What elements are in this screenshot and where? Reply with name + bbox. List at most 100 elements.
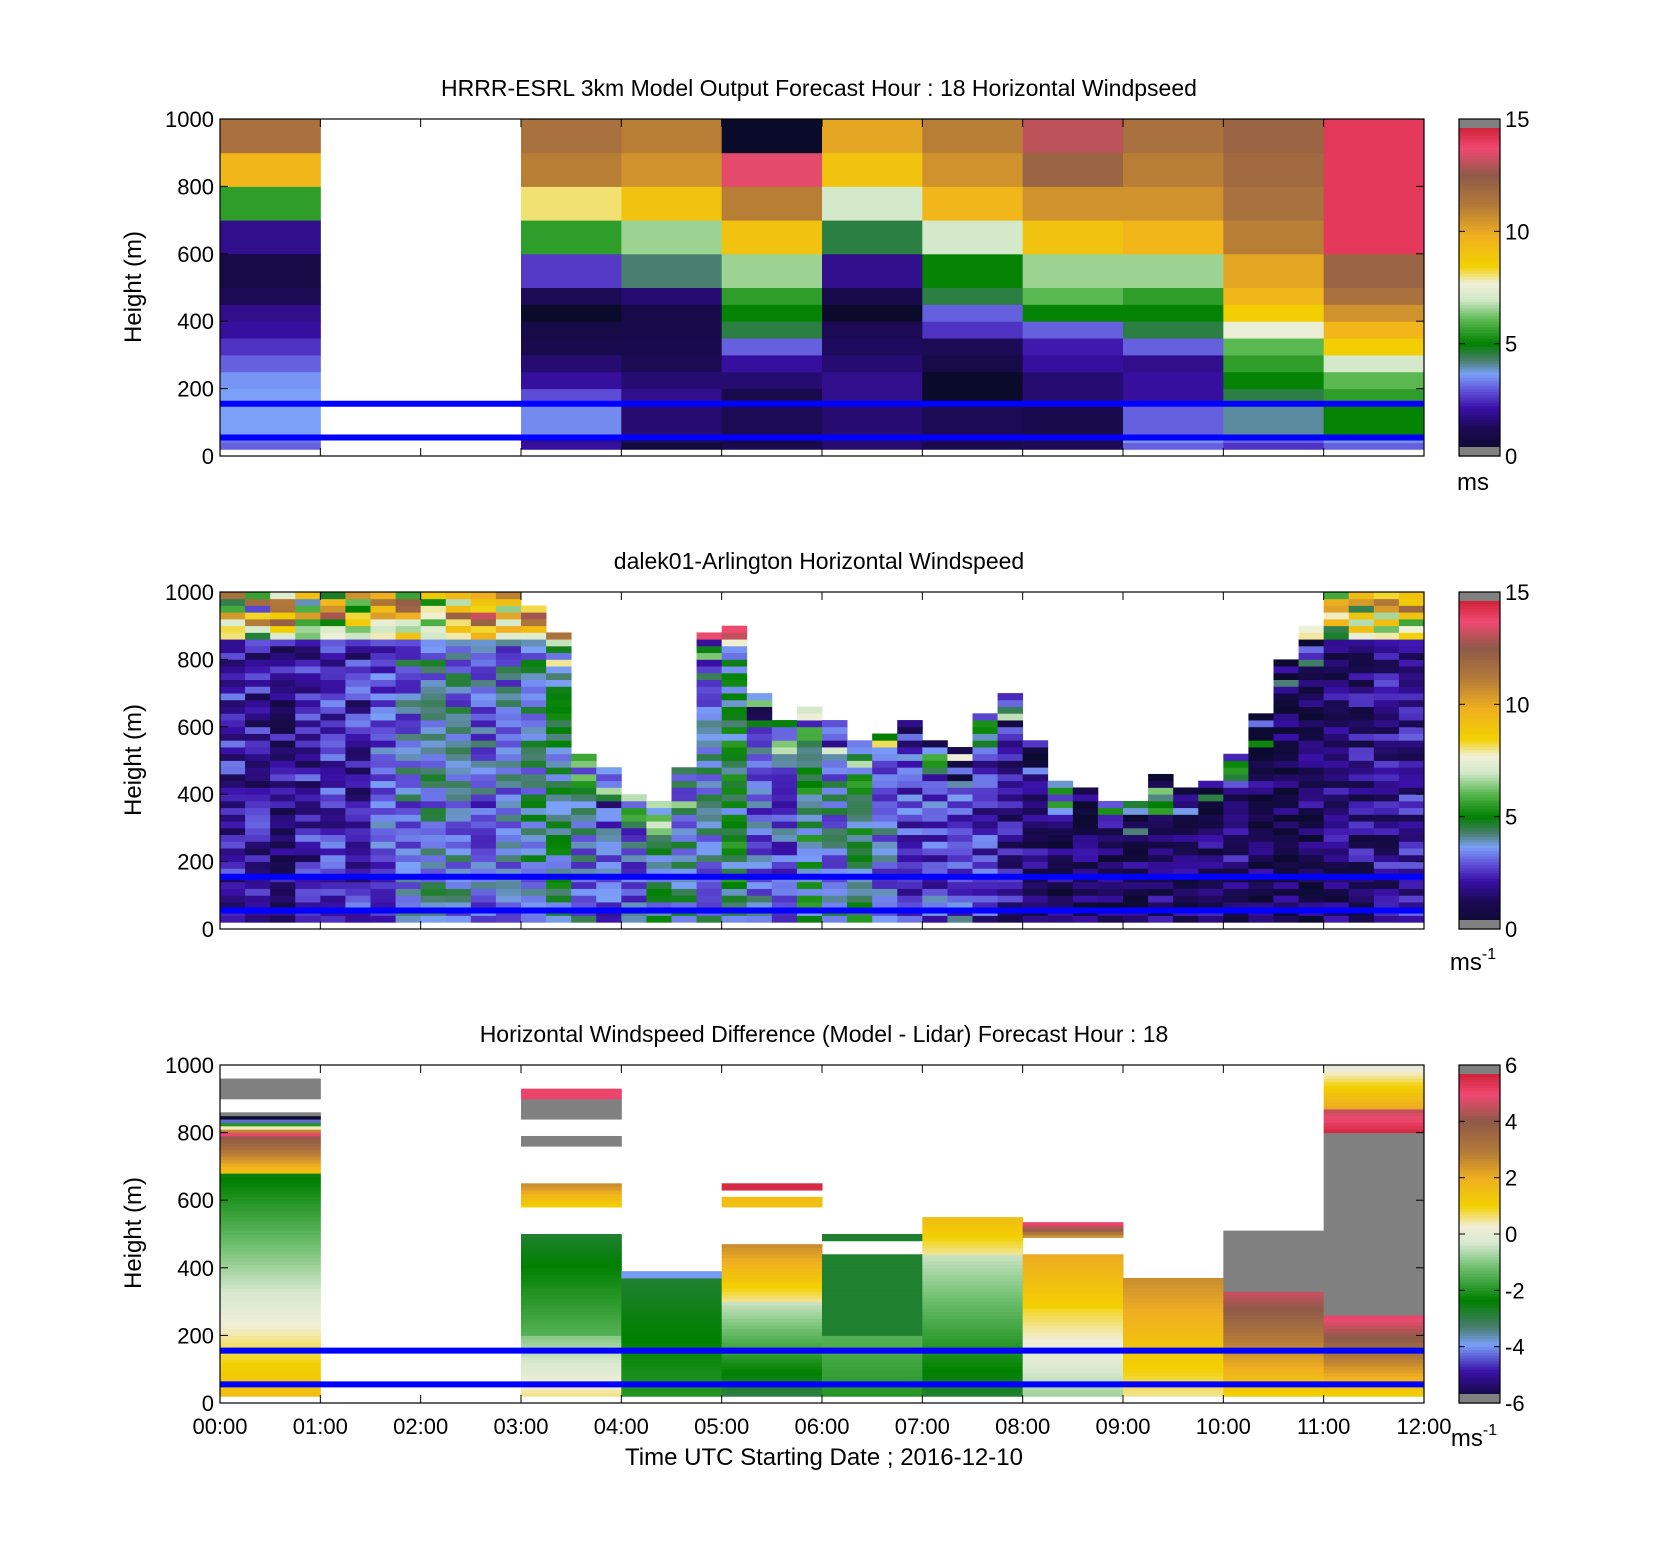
lidar-cell: [696, 800, 723, 809]
lidar-cell: [420, 592, 447, 600]
lidar-colorbar-swatch: [1459, 707, 1500, 711]
difference-cell: [721, 1288, 823, 1292]
lidar-cell: [1323, 720, 1350, 728]
lidar-cell: [1298, 632, 1325, 640]
model-colorbar-swatch: [1459, 253, 1500, 258]
lidar-cell: [746, 814, 773, 822]
lidar-cell: [571, 800, 597, 809]
lidar-colorbar-swatch: [1459, 634, 1500, 638]
difference-cell: [1223, 1321, 1325, 1326]
lidar-cell: [922, 814, 948, 822]
lidar-cell: [997, 888, 1024, 896]
lidar-cell: [395, 902, 422, 910]
difference-cell: [621, 1345, 723, 1350]
lidar-cell: [395, 767, 422, 775]
lidar-cell: [295, 787, 321, 795]
difference-cell: [621, 1386, 723, 1390]
difference-cell: [1323, 1386, 1425, 1390]
lidar-cell: [571, 794, 597, 802]
lidar-cell: [370, 760, 396, 768]
difference-ytick-label: 600: [177, 1188, 214, 1213]
lidar-cell: [771, 773, 798, 782]
lidar-cell: [370, 618, 396, 627]
lidar-cell: [1072, 895, 1099, 903]
lidar-cell: [1373, 827, 1400, 836]
model-colorbar-swatch: [1459, 436, 1500, 440]
lidar-cell: [295, 612, 321, 620]
model-cell: [822, 287, 923, 305]
difference-cell: [721, 1186, 823, 1191]
lidar-cell: [345, 666, 371, 674]
difference-cell: [1223, 1332, 1325, 1336]
lidar-cell: [872, 841, 898, 849]
model-colorbar-tick-label: 15: [1505, 107, 1529, 132]
lidar-cell: [571, 902, 597, 910]
lidar-cell: [495, 848, 522, 856]
lidar-cell: [395, 672, 422, 681]
lidar-cell: [1148, 827, 1174, 836]
difference-colorbar-swatch: [1459, 1157, 1500, 1162]
lidar-cell: [345, 686, 371, 694]
difference-cell: [1323, 1375, 1425, 1380]
difference-cell: [822, 1369, 923, 1374]
lidar-cell: [596, 814, 622, 822]
lidar-colorbar-swatch: [1459, 850, 1500, 854]
difference-colorbar-swatch: [1459, 1129, 1500, 1134]
difference-colorbar-swatch: [1459, 1290, 1500, 1294]
difference-cell: [922, 1304, 1024, 1309]
model-cell: [1323, 388, 1425, 405]
model-cell: [521, 354, 622, 373]
lidar-cell: [521, 652, 547, 660]
lidar-cell: [621, 800, 647, 809]
lidar-cell: [1373, 612, 1400, 620]
difference-cell: [1022, 1284, 1124, 1289]
lidar-cell: [470, 753, 497, 761]
difference-colorbar-swatch: [1459, 1245, 1500, 1249]
lidar-cell: [621, 834, 647, 842]
difference-cell: [220, 1210, 321, 1215]
lidar-colorbar-swatch: [1459, 830, 1500, 835]
difference-colorbar-swatch: [1459, 1307, 1500, 1311]
lidar-cell: [1398, 726, 1425, 734]
difference-cell: [822, 1294, 923, 1299]
lidar-cell: [847, 767, 873, 775]
lidar-cell: [872, 760, 898, 768]
lidar-cell: [671, 902, 697, 910]
lidar-cell: [1373, 592, 1400, 600]
difference-xtick-label: 12:00: [1396, 1414, 1451, 1439]
lidar-colorbar-swatch: [1459, 875, 1500, 880]
lidar-cell: [1348, 747, 1375, 755]
difference-cell: [1022, 1379, 1124, 1384]
lidar-cell: [220, 861, 246, 869]
difference-cell: [1323, 1125, 1425, 1130]
lidar-cell: [1198, 895, 1224, 903]
lidar-cell: [546, 686, 572, 694]
lidar-cell: [1398, 834, 1425, 842]
difference-cell: [922, 1318, 1024, 1323]
lidar-cell: [270, 693, 296, 701]
difference-cell: [922, 1230, 1024, 1235]
lidar-cell: [295, 834, 321, 842]
model-colorbar-swatch: [1459, 380, 1500, 384]
difference-cell: [1323, 1274, 1425, 1279]
difference-cell: [621, 1298, 723, 1303]
lidar-cell: [370, 598, 396, 606]
lidar-cell: [495, 753, 522, 761]
lidar-cell: [345, 854, 371, 862]
difference-cell: [1123, 1277, 1224, 1282]
lidar-cell: [470, 861, 497, 869]
lidar-cell: [922, 888, 948, 896]
lidar-cell: [1248, 773, 1274, 782]
lidar-cell: [245, 895, 271, 903]
difference-cell: [721, 1274, 823, 1279]
difference-cell: [1323, 1308, 1425, 1313]
lidar-cell: [445, 699, 472, 707]
lidar-cell: [746, 848, 773, 856]
difference-cell: [1022, 1304, 1124, 1309]
lidar-cell: [1298, 652, 1325, 660]
difference-cell: [1223, 1281, 1325, 1286]
lidar-cell: [872, 854, 898, 862]
lidar-cell: [345, 848, 371, 856]
model-cell: [721, 442, 823, 450]
